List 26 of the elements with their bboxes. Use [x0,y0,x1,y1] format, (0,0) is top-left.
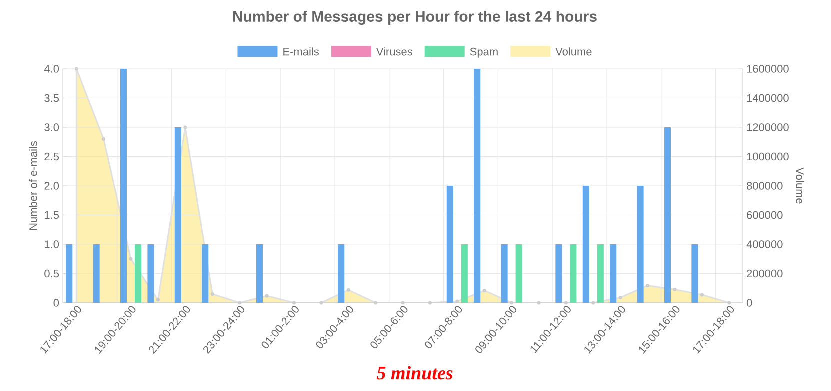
chart-title: Number of Messages per Hour for the last 24 hours [233,10,597,26]
y2-tick-label: 1400000 [747,94,789,102]
y2-tick-label: 1600000 [747,65,789,73]
y-axis-title: Number of e-mails [29,141,38,230]
y-tick-label: 0 [54,299,60,307]
y2-axis-title: Volume [796,168,804,204]
y-tick-label: 0.5 [44,270,60,278]
y2-tick-label: 200000 [747,270,783,278]
y2-tick-label: 0 [746,299,752,307]
y-tick-label: 3.0 [44,124,60,132]
y2-tick-label: 800000 [746,182,783,190]
legend-label: Viruses [376,48,412,56]
y2-tick-label: 600000 [747,211,783,220]
y2-tick-label: 400000 [746,240,783,248]
y-tick-label: 3.5 [44,94,60,102]
y2-tick-label: 1000000 [747,152,789,161]
y2-tick-label: 1200000 [747,124,789,132]
y-tick-label: 2.0 [44,182,60,190]
y-tick-label: 4.0 [44,65,60,73]
y-tick-label: 1.0 [45,240,60,248]
legend-label: Volume [556,48,592,56]
legend-label: Spam [470,48,498,58]
legend-label: E-mails [284,48,319,56]
y-tick-label: 2.5 [44,152,60,161]
text: 5 minutes [376,366,453,380]
y-tick-label: 1.5 [45,211,60,220]
